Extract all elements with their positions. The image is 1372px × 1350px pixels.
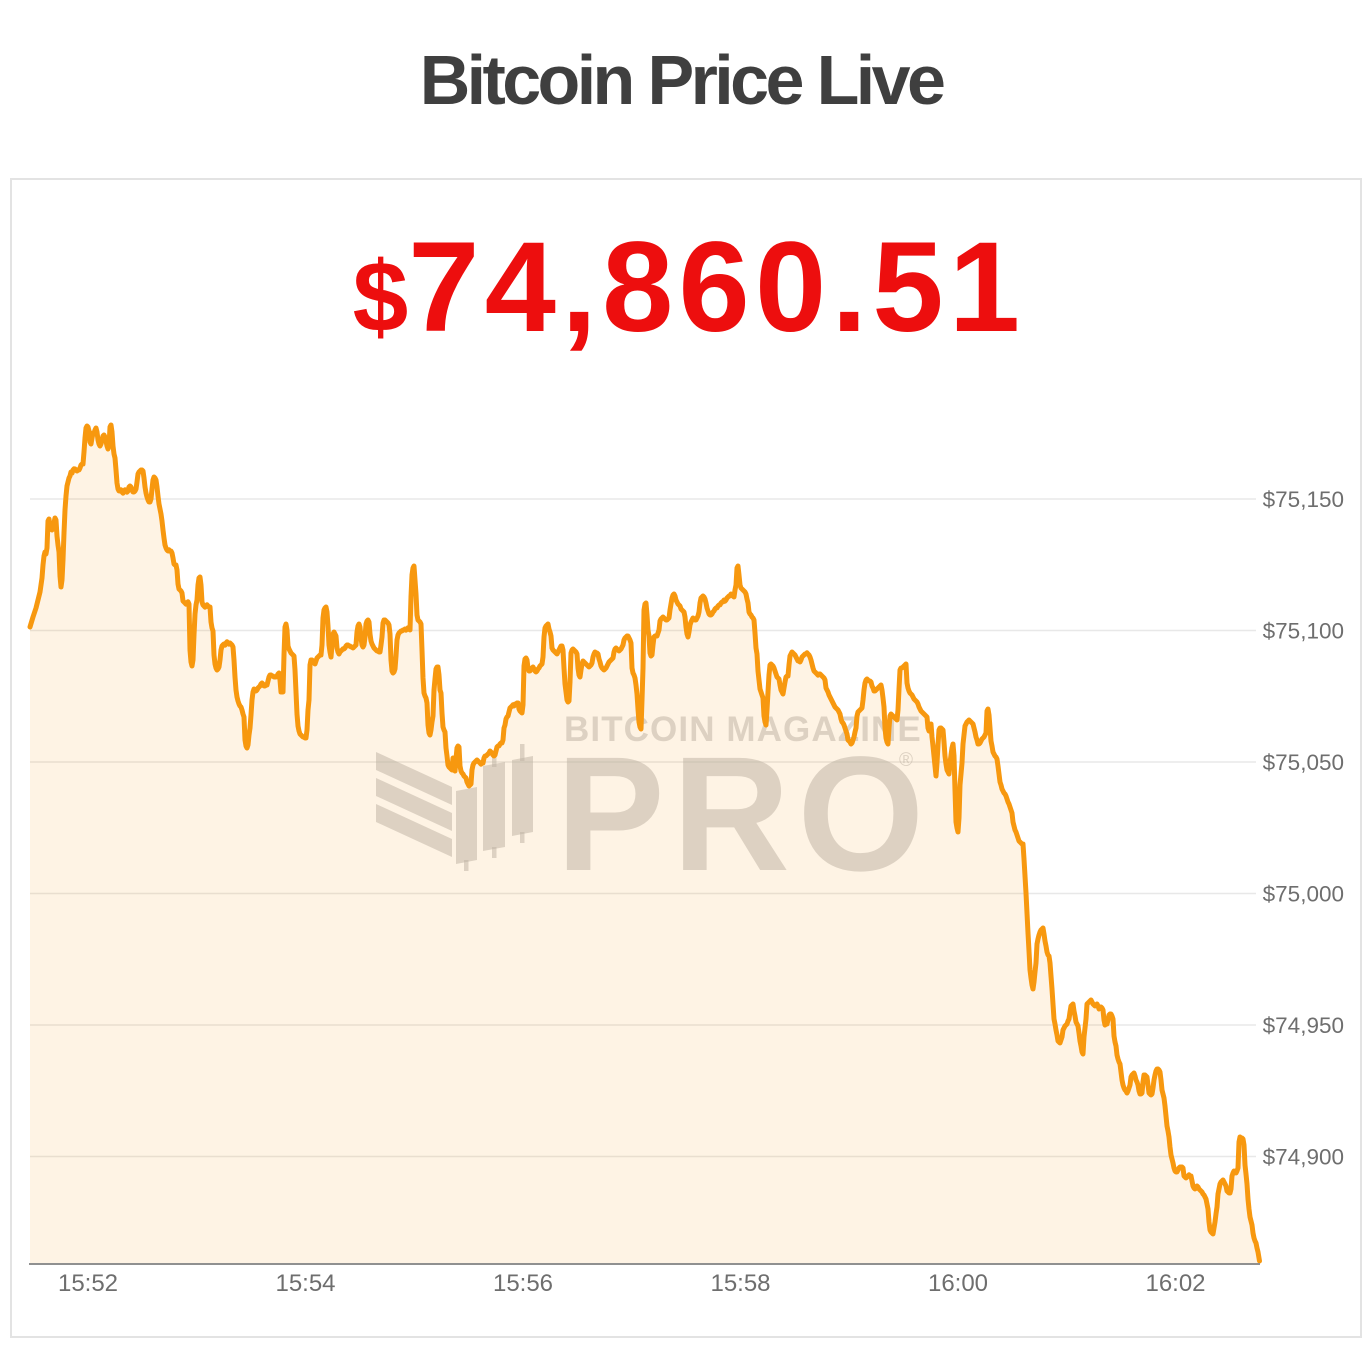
svg-text:$75,000: $75,000 (1263, 882, 1344, 907)
svg-text:15:56: 15:56 (493, 1270, 553, 1297)
svg-text:$74,900: $74,900 (1263, 1145, 1344, 1170)
svg-text:15:52: 15:52 (58, 1270, 118, 1297)
svg-text:$75,150: $75,150 (1263, 487, 1344, 512)
svg-text:$75,050: $75,050 (1263, 750, 1344, 775)
svg-text:16:00: 16:00 (928, 1270, 988, 1297)
svg-text:16:02: 16:02 (1145, 1270, 1205, 1297)
svg-text:PRO: PRO (556, 722, 932, 905)
svg-text:BITCOIN MAGAZINE: BITCOIN MAGAZINE (564, 710, 922, 749)
svg-text:15:54: 15:54 (275, 1270, 335, 1297)
svg-text:®: ® (899, 750, 913, 771)
svg-text:$74,950: $74,950 (1263, 1013, 1344, 1038)
svg-text:$75,100: $75,100 (1263, 619, 1344, 644)
svg-text:15:58: 15:58 (710, 1270, 770, 1297)
